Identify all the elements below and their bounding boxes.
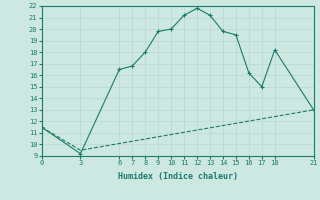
X-axis label: Humidex (Indice chaleur): Humidex (Indice chaleur) (118, 172, 237, 181)
